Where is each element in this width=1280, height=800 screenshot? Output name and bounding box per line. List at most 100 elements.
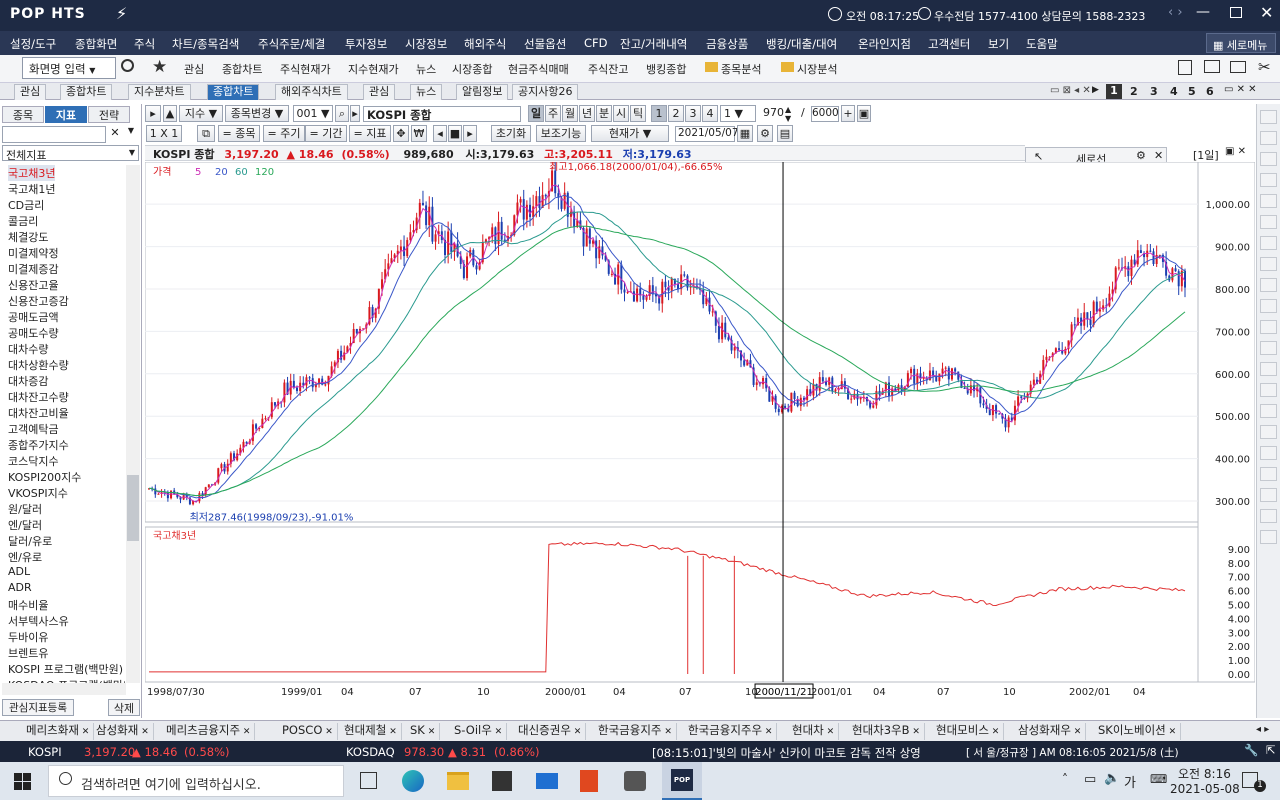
- stock-shortcut[interactable]: 현대제철 ✕: [340, 723, 402, 740]
- menu-market-info[interactable]: 시장정보: [405, 37, 448, 51]
- toolbar-index-price[interactable]: 지수현재가: [348, 63, 399, 76]
- close-icon[interactable]: ✕: [386, 727, 397, 737]
- indicator-search-input[interactable]: [2, 126, 106, 143]
- calendar-icon[interactable]: ▦: [737, 125, 753, 142]
- index-type-select[interactable]: 지수 ▼: [179, 105, 223, 122]
- period-hour[interactable]: 시: [613, 105, 629, 122]
- page-3[interactable]: 3: [1150, 85, 1158, 98]
- indicator-item-selected[interactable]: 국고채3년: [8, 165, 56, 181]
- bar-count-input[interactable]: 970: [763, 106, 784, 119]
- indicator-item[interactable]: 종합주가지수: [8, 439, 69, 452]
- indicator-item[interactable]: 공매도금액: [8, 311, 59, 324]
- taskbar-search-box[interactable]: 검색하려면 여기에 입력하십시오.: [48, 765, 344, 797]
- menu-chart-search[interactable]: 차트/종목검색: [172, 37, 240, 51]
- app-icon[interactable]: [624, 771, 646, 791]
- tab-overseas-chart[interactable]: 해외주식차트: [275, 84, 348, 100]
- indicator-item[interactable]: 엔/달러: [8, 519, 43, 532]
- pop-hts-taskbar-icon[interactable]: POP: [662, 762, 702, 800]
- tab-alerts[interactable]: 알림정보: [456, 84, 509, 100]
- menu-online-branch[interactable]: 온라인지점: [858, 37, 911, 51]
- stock-shortcut[interactable]: 삼성화재우 ✕: [1014, 723, 1087, 740]
- play-forward-icon[interactable]: ▸: [463, 125, 477, 142]
- tab-news[interactable]: 뉴스: [410, 84, 443, 100]
- indicator-item[interactable]: KOSPI200지수: [8, 471, 82, 484]
- indicator-category-select[interactable]: 전체지표 ▼: [2, 145, 139, 162]
- close-icon[interactable]: ✕: [240, 727, 251, 737]
- minimize-icon[interactable]: —: [1196, 4, 1210, 20]
- tools-icon[interactable]: ✂: [1258, 58, 1271, 76]
- taskbar-date[interactable]: 2021-05-08: [1170, 782, 1240, 796]
- menu-help[interactable]: 도움말: [1026, 37, 1058, 51]
- indicator-item[interactable]: 신용잔고율: [8, 279, 59, 292]
- count-1[interactable]: 1: [651, 105, 667, 122]
- trend-line-icon[interactable]: [1260, 173, 1277, 187]
- layout-button[interactable]: 1 X 1: [146, 125, 182, 142]
- settings-icon[interactable]: ⚙: [757, 125, 773, 142]
- toolbar-stock-analysis[interactable]: 종목분석: [721, 63, 762, 76]
- mail-icon[interactable]: [536, 773, 558, 789]
- dropdown-icon[interactable]: ▼: [127, 126, 135, 135]
- toolbar-balance[interactable]: 주식잔고: [588, 63, 629, 76]
- date-input[interactable]: 2021/05/07: [675, 126, 739, 142]
- volume-icon[interactable]: 🔈: [1104, 771, 1121, 786]
- close-icon[interactable]: ✕: [823, 727, 835, 737]
- windows-start-icon[interactable]: [14, 773, 31, 790]
- sync-symbol-button[interactable]: = 종목: [218, 125, 260, 142]
- close-icon[interactable]: ✕: [424, 727, 436, 737]
- close-icon[interactable]: ✕: [661, 727, 672, 737]
- tab-chart-active[interactable]: 종합차트: [207, 84, 260, 100]
- delete-button[interactable]: 삭제: [108, 699, 140, 716]
- undo-icon[interactable]: [1260, 488, 1277, 502]
- expand-icon[interactable]: ⇱: [1266, 743, 1276, 757]
- add-icon[interactable]: +: [841, 105, 855, 122]
- indicator-item[interactable]: 엔/유로: [8, 551, 43, 564]
- close-icon[interactable]: ✕: [570, 727, 582, 737]
- stock-shortcut[interactable]: S-Oil우 ✕: [450, 723, 508, 740]
- stock-shortcut[interactable]: POSCO ✕: [278, 723, 338, 740]
- layout-icon[interactable]: ⧉: [197, 125, 215, 142]
- price-chart[interactable]: 1,000.00900.00800.00700.00600.00500.0040…: [145, 162, 1255, 702]
- arrow-icon[interactable]: [1260, 362, 1277, 376]
- indicator-item[interactable]: 브렌트유: [8, 647, 49, 660]
- window-buttons-icon[interactable]: ▭ ✕ ✕: [1224, 84, 1257, 95]
- close-icon[interactable]: ✕: [988, 727, 1000, 737]
- capture-icon[interactable]: ▤: [777, 125, 793, 142]
- stock-shortcut[interactable]: 삼성화재 ✕: [92, 723, 154, 740]
- indicator-item[interactable]: KOSDAQ 프로그램(백만원): [8, 677, 125, 683]
- toolbar-market-analysis[interactable]: 시장분석: [797, 63, 838, 76]
- close-icon[interactable]: ✕: [762, 727, 773, 737]
- menu-overseas[interactable]: 해외주식: [464, 37, 507, 51]
- tab-index-minute-chart[interactable]: 지수분차트: [128, 84, 191, 100]
- list-scrollbar[interactable]: [126, 165, 140, 683]
- file-explorer-icon[interactable]: [447, 772, 469, 790]
- stock-shortcut[interactable]: SK이노베이션 ✕: [1094, 723, 1182, 740]
- indicator-item[interactable]: 대차증감: [8, 375, 49, 388]
- sync-indicator-button[interactable]: = 지표: [349, 125, 391, 142]
- vertical-menu-button[interactable]: ▦ 세로메뉴: [1206, 33, 1276, 53]
- stock-shortcut[interactable]: 메리츠화재 ✕: [22, 723, 95, 740]
- menu-futures[interactable]: 선물옵션: [524, 37, 567, 51]
- indicator-item[interactable]: 코스닥지수: [8, 455, 59, 468]
- print-icon[interactable]: [1230, 61, 1246, 73]
- stock-shortcut[interactable]: 현대모비스 ✕: [932, 723, 1005, 740]
- reset-button[interactable]: 초기화: [491, 125, 531, 142]
- total-count-input[interactable]: 6000: [811, 106, 839, 122]
- play-back-icon[interactable]: ◂: [433, 125, 447, 142]
- period-minute[interactable]: 분: [596, 105, 612, 122]
- tray-chevron-icon[interactable]: ˄: [1062, 772, 1068, 786]
- page-4[interactable]: 4: [1170, 85, 1178, 98]
- vertical-line-icon[interactable]: [1260, 215, 1277, 229]
- close-icon[interactable]: ✕: [1260, 3, 1274, 22]
- indicator-item[interactable]: KOSPI 프로그램(백만원): [8, 663, 124, 676]
- close-icon[interactable]: ✕: [78, 727, 90, 737]
- search-icon[interactable]: [121, 59, 134, 72]
- left-tab-strategy[interactable]: 전략: [88, 106, 130, 123]
- indicator-item[interactable]: 대차상환수량: [8, 359, 69, 372]
- tab-watchlist[interactable]: 관심: [14, 84, 47, 100]
- ellipse-icon[interactable]: [1260, 404, 1277, 418]
- toolbar-news[interactable]: 뉴스: [416, 63, 437, 76]
- forward-icon[interactable]: ▸: [350, 105, 360, 122]
- indicator-item[interactable]: 대차잔고비율: [8, 407, 69, 420]
- indicator-item[interactable]: 신용잔고증감: [8, 295, 69, 308]
- screen-name-input[interactable]: 화면명 입력 ▼: [22, 57, 116, 79]
